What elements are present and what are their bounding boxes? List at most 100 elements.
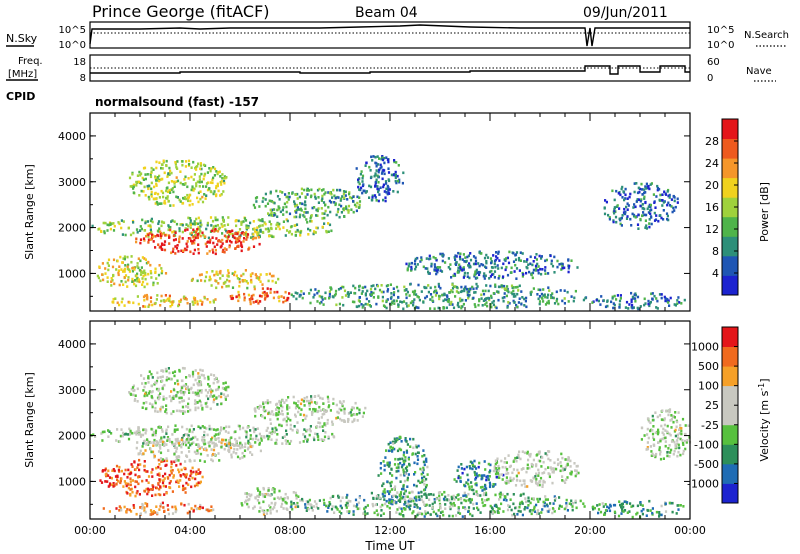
- velocity-cell: [389, 484, 392, 488]
- velocity-cell: [507, 504, 510, 507]
- power-cell: [200, 180, 203, 184]
- power-cell: [655, 214, 658, 217]
- power-cell: [166, 297, 169, 301]
- velocity-cell: [159, 485, 162, 488]
- velocity-cell: [173, 374, 176, 378]
- power-cell: [438, 266, 442, 269]
- velocity-cell: [154, 399, 157, 403]
- power-cell: [198, 180, 201, 184]
- velocity-cell: [486, 474, 489, 478]
- velocity-cell: [216, 403, 219, 406]
- power-cell: [143, 257, 146, 260]
- power-cell: [459, 299, 462, 303]
- velocity-cell: [405, 449, 408, 453]
- velocity-cell: [220, 392, 223, 395]
- velocity-cell: [283, 401, 286, 404]
- power-cell: [544, 259, 547, 263]
- power-cell: [200, 167, 203, 171]
- power-cell: [384, 196, 387, 199]
- velocity-cell: [124, 432, 127, 436]
- power-cell: [165, 164, 168, 168]
- velocity-cell: [608, 509, 612, 513]
- power-cell: [120, 226, 123, 230]
- velocity-cell: [390, 488, 393, 491]
- power-cell: [645, 187, 648, 190]
- velocity-cell: [275, 442, 278, 445]
- velocity-cell: [118, 465, 121, 469]
- velocity-cell: [489, 483, 492, 486]
- power-cell: [394, 173, 397, 177]
- power-cell: [221, 225, 224, 228]
- velocity-cell: [129, 483, 132, 487]
- velocity-cell: [163, 510, 166, 513]
- velocity-cell: [481, 498, 484, 501]
- velocity-cell: [546, 498, 549, 501]
- velocity-cell: [175, 394, 178, 398]
- velocity-cell: [181, 425, 184, 429]
- velocity-cell: [223, 426, 226, 430]
- velocity-cell: [389, 502, 392, 505]
- velocity-cell: [454, 514, 458, 517]
- power-cell: [165, 196, 168, 200]
- power-cell: [152, 234, 155, 237]
- power-cell: [156, 176, 159, 179]
- power-cell: [240, 249, 243, 253]
- velocity-cell: [408, 462, 411, 466]
- velocity-cell: [201, 475, 204, 479]
- power-cell: [117, 221, 120, 224]
- power-cell: [172, 204, 175, 207]
- power-cell: [352, 284, 355, 288]
- velocity-cell: [175, 464, 178, 467]
- velocity-cell: [278, 497, 281, 501]
- power-cell: [549, 254, 552, 258]
- velocity-cell: [344, 504, 347, 507]
- velocity-cell: [211, 389, 214, 393]
- velocity-cell: [352, 504, 356, 508]
- power-cell: [333, 201, 336, 204]
- power-cell: [467, 293, 470, 297]
- power-cell: [546, 296, 549, 299]
- velocity-cell: [441, 493, 444, 496]
- power-cell: [268, 272, 271, 276]
- power-cell: [193, 222, 196, 226]
- velocity-cell: [375, 497, 378, 500]
- power-cell: [397, 303, 400, 306]
- power-cell: [438, 294, 441, 298]
- velocity-cell: [303, 404, 306, 407]
- power-cell: [154, 191, 157, 195]
- velocity-cell: [388, 501, 391, 504]
- velocity-cell: [435, 497, 438, 501]
- power-cell: [137, 180, 140, 184]
- velocity-cell: [175, 409, 179, 413]
- power-cell: [676, 201, 679, 204]
- velocity-cell: [180, 388, 183, 392]
- velocity-cell: [184, 410, 187, 414]
- power-cell: [185, 197, 188, 201]
- power-cell: [214, 224, 217, 228]
- velocity-cell: [271, 410, 274, 413]
- power-cell: [175, 176, 178, 179]
- power-cell: [392, 173, 395, 177]
- velocity-cell: [649, 509, 652, 512]
- power-cell: [253, 287, 256, 291]
- velocity-cell: [182, 434, 185, 437]
- velocity-cell: [571, 505, 574, 508]
- velocity-cell: [167, 508, 170, 511]
- velocity-cell: [563, 507, 566, 511]
- velocity-cell: [134, 480, 137, 483]
- power-cell: [466, 272, 469, 275]
- power-cell: [240, 223, 243, 226]
- power-cell: [284, 193, 287, 196]
- velocity-cell: [156, 376, 159, 380]
- velocity-cell: [397, 458, 400, 461]
- velocity-cell: [302, 440, 305, 443]
- power-cell: [136, 295, 139, 298]
- velocity-cell: [308, 498, 311, 502]
- velocity-cell: [467, 499, 470, 502]
- power-cell: [181, 237, 184, 240]
- power-cell: [98, 265, 101, 269]
- velocity-cell: [132, 389, 135, 393]
- velocity-cell: [184, 383, 188, 386]
- velocity-cell: [150, 471, 153, 474]
- power-cell: [221, 216, 224, 219]
